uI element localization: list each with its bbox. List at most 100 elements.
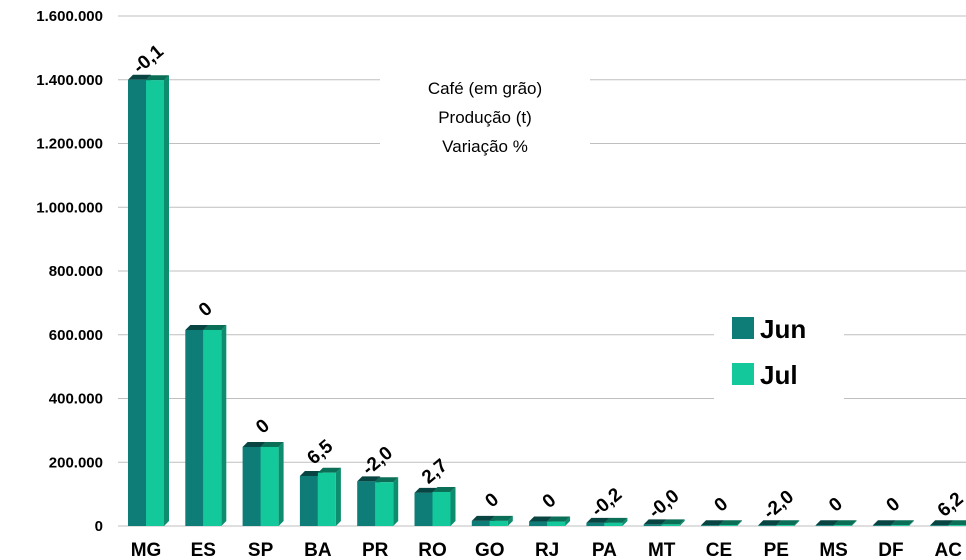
bar-jul-rj [547,516,571,526]
y-tick-label: 1.200.000 [36,136,103,153]
bar-jul-go [489,515,513,526]
bars [128,74,966,526]
bar-jul-ac [948,520,966,526]
bar-side [908,520,914,526]
variation-label-ac: 6,2 [934,488,966,521]
bar-top [471,515,495,521]
category-label-pa: PA [592,540,617,560]
bar-front [661,524,680,526]
bar-side [679,519,685,526]
category-label-ms: MS [819,540,848,560]
y-tick-label: 1.000.000 [36,199,103,216]
bar-front [432,491,451,526]
bar-top [948,520,966,526]
category-label-ac: AC [934,540,962,560]
title-background [380,62,590,160]
bar-front [930,525,949,526]
category-label-pr: PR [362,540,389,560]
bar-front [604,522,623,526]
category-label-mt: MT [648,540,676,560]
variation-label-pr: -2,0 [358,443,397,480]
bar-jul-ce [719,520,742,526]
bar-top [890,520,914,526]
bar-front [833,525,852,526]
variation-label-es: 0 [195,298,217,321]
y-tick-label: 200.000 [49,454,103,471]
variation-label-pa: -0,2 [588,484,627,521]
variation-label-mt: -0,0 [645,486,684,523]
bar-jul-ba [317,467,341,526]
bar-front [471,520,490,526]
bar-front [185,329,204,526]
bar-front [489,520,508,526]
bar-front [776,525,795,526]
bar-top [872,520,896,526]
bar-jul-ro [432,486,456,526]
variation-label-mg: -0,1 [129,41,168,78]
bar-top [414,487,438,493]
bar-front [299,475,318,526]
bar-top [758,520,782,526]
chart-title: Café (em grão) Produção (t) Variação % [380,62,590,160]
legend: Jun Jul [714,306,844,402]
bar-front [758,525,777,526]
variation-label-df: 0 [883,494,905,517]
bar-side [393,477,399,526]
category-label-es: ES [191,540,216,560]
category-label-df: DF [878,540,903,560]
bar-front [719,525,737,526]
bar-top [357,476,381,482]
bar-top [815,520,839,526]
y-tick-label: 800.000 [49,263,103,280]
bar-top [930,520,954,526]
bar-top [299,470,323,476]
y-axis-ticks: 0 200.000 400.000 600.000 800.000 1.000.000 1.… [36,8,103,535]
bar-top [643,519,667,525]
bar-side [164,75,169,526]
variation-label-go: 0 [481,489,503,512]
bar-front [547,521,566,526]
bar-top [604,517,628,523]
category-label-sp: SP [248,540,274,560]
category-label-pe: PE [764,540,789,560]
bar-front [357,481,376,526]
bar-top [529,516,553,522]
bar-side [278,441,284,526]
category-labels: MG ES SP BA PR RO GO RJ PA MT CE PE MS DF AC [131,540,962,560]
bar-jul-pe [776,520,800,526]
bar-top [432,486,456,492]
bar-side [622,517,628,526]
bar-top [489,515,513,521]
bar-top [242,441,266,447]
bar-top [317,467,341,473]
variation-label-pe: -2,0 [759,486,798,523]
variation-label-sp: 0 [252,415,274,438]
bar-top [661,519,685,525]
bar-top [128,74,151,80]
bar-jul-pa [604,517,628,526]
y-tick-label: 600.000 [49,327,103,344]
bar-front [586,522,605,526]
variation-label-ro: 2,7 [418,455,452,488]
variation-label-ms: 0 [825,494,847,517]
bar-top [547,516,571,522]
bar-jul-df [890,520,914,526]
bar-top [260,441,284,447]
title-line-1: Café (em grão) [428,79,542,98]
y-tick-label: 400.000 [49,391,103,408]
category-label-go: GO [475,540,505,560]
bar-front [317,472,336,526]
bar-jul-ms [833,520,857,526]
bar-front [414,492,433,526]
bar-front [872,525,891,526]
bar-top [701,520,724,526]
bar-jul-mt [661,519,685,526]
bar-side [737,520,742,526]
y-tick-label: 1.400.000 [36,72,103,89]
bar-front [128,79,146,526]
bar-top [203,324,227,330]
bar-front [260,446,279,526]
bar-front [146,80,164,526]
bar-front [643,524,662,526]
